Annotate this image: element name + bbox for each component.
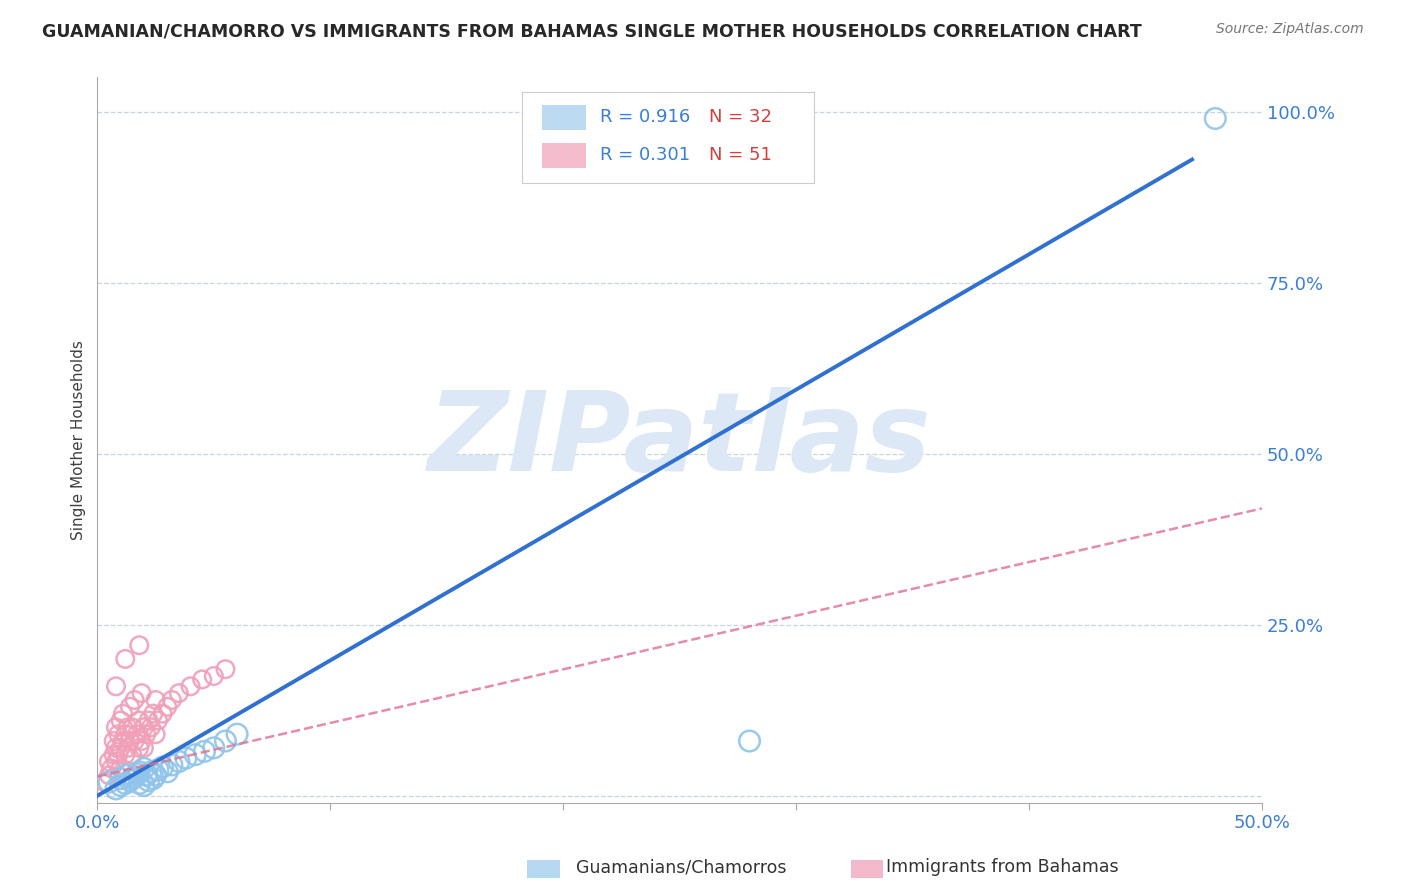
Point — [152, 706, 174, 721]
Point — [103, 747, 125, 762]
Point — [110, 761, 132, 775]
Point — [139, 764, 162, 779]
Point — [202, 740, 225, 755]
Point — [114, 768, 136, 782]
Point — [1204, 112, 1226, 126]
Point — [132, 740, 155, 755]
Point — [128, 776, 150, 790]
Point — [121, 747, 143, 762]
Point — [124, 693, 146, 707]
Point — [139, 720, 162, 734]
Point — [160, 693, 183, 707]
Point — [118, 734, 141, 748]
Point — [100, 761, 122, 775]
Point — [167, 686, 190, 700]
Point — [111, 734, 134, 748]
Point — [117, 740, 139, 755]
Point — [132, 761, 155, 775]
Point — [184, 747, 207, 762]
Text: ZIPatlas: ZIPatlas — [427, 386, 932, 493]
Point — [214, 734, 236, 748]
Point — [193, 744, 215, 758]
Point — [124, 734, 146, 748]
Point — [156, 699, 179, 714]
Point — [145, 727, 167, 741]
Text: N = 32: N = 32 — [709, 108, 772, 127]
Point — [125, 767, 148, 781]
Text: Immigrants from Bahamas: Immigrants from Bahamas — [886, 858, 1118, 876]
Point — [167, 755, 190, 769]
Point — [128, 638, 150, 652]
Text: Source: ZipAtlas.com: Source: ZipAtlas.com — [1216, 22, 1364, 37]
Point — [104, 720, 127, 734]
Point — [128, 764, 150, 779]
FancyBboxPatch shape — [543, 143, 586, 168]
Point — [114, 776, 136, 790]
Point — [132, 720, 155, 734]
Point — [226, 727, 249, 741]
Point — [142, 772, 165, 786]
Point — [124, 770, 146, 784]
Point — [104, 740, 127, 755]
Point — [135, 768, 157, 782]
Point — [145, 693, 167, 707]
Point — [104, 781, 127, 796]
Point — [138, 714, 160, 728]
Text: GUAMANIAN/CHAMORRO VS IMMIGRANTS FROM BAHAMAS SINGLE MOTHER HOUSEHOLDS CORRELATI: GUAMANIAN/CHAMORRO VS IMMIGRANTS FROM BA… — [42, 22, 1142, 40]
Point — [738, 734, 761, 748]
Point — [121, 772, 143, 786]
Point — [114, 727, 136, 741]
Point — [132, 779, 155, 793]
Point — [146, 714, 169, 728]
Text: Guamanians/Chamorros: Guamanians/Chamorros — [576, 858, 787, 876]
Point — [180, 679, 202, 693]
Point — [128, 740, 150, 755]
Point — [214, 662, 236, 676]
Point — [98, 755, 121, 769]
Point — [125, 727, 148, 741]
Point — [107, 727, 129, 741]
Point — [104, 679, 127, 693]
Point — [111, 706, 134, 721]
Point — [128, 714, 150, 728]
Point — [118, 699, 141, 714]
Point — [145, 768, 167, 782]
Point — [142, 706, 165, 721]
Point — [160, 758, 183, 772]
Point — [202, 669, 225, 683]
Point — [118, 773, 141, 788]
Point — [98, 768, 121, 782]
Point — [131, 734, 153, 748]
FancyBboxPatch shape — [523, 92, 814, 183]
Point — [117, 720, 139, 734]
Point — [156, 764, 179, 779]
Text: N = 51: N = 51 — [709, 146, 772, 164]
Point — [114, 652, 136, 666]
Text: R = 0.916: R = 0.916 — [600, 108, 690, 127]
Point — [110, 772, 132, 786]
Point — [98, 775, 121, 789]
Point — [104, 755, 127, 769]
Point — [110, 779, 132, 793]
Point — [107, 747, 129, 762]
Point — [114, 747, 136, 762]
Point — [93, 775, 115, 789]
Point — [135, 727, 157, 741]
Text: R = 0.301: R = 0.301 — [600, 146, 690, 164]
Point — [152, 760, 174, 774]
Point — [174, 751, 197, 765]
Point — [191, 673, 214, 687]
Y-axis label: Single Mother Households: Single Mother Households — [72, 340, 86, 540]
Point — [110, 740, 132, 755]
Point — [110, 714, 132, 728]
Point — [121, 720, 143, 734]
Point — [138, 773, 160, 788]
FancyBboxPatch shape — [543, 105, 586, 130]
Point — [103, 734, 125, 748]
Point — [146, 763, 169, 777]
Point — [131, 686, 153, 700]
